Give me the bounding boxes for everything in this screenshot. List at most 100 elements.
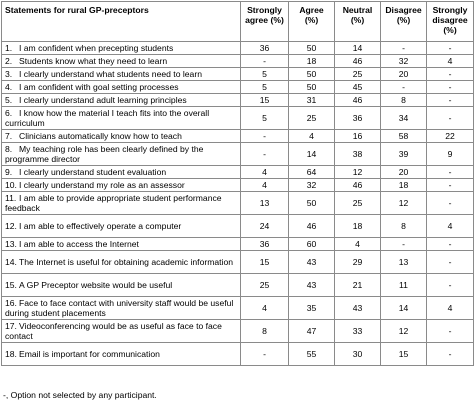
statement-number: 15. bbox=[5, 280, 17, 290]
disagree-cell: 18 bbox=[380, 178, 427, 192]
statement-number: 11. bbox=[5, 193, 17, 203]
disagree-cell: 20 bbox=[380, 165, 427, 179]
agree-cell: 60 bbox=[288, 237, 335, 251]
disagree-cell: 15 bbox=[380, 342, 427, 366]
statement-text: Clinicians automatically know how to tea… bbox=[19, 131, 182, 141]
statement-number: 14. bbox=[5, 257, 17, 267]
agree-cell: 50 bbox=[288, 41, 335, 55]
disagree-cell: 39 bbox=[380, 142, 427, 166]
table-row: 17. Videoconferencing would be as useful … bbox=[1, 319, 474, 343]
strongly-disagree-cell: 22 bbox=[426, 129, 474, 143]
strongly-disagree-cell: - bbox=[426, 237, 474, 251]
neutral-cell: 18 bbox=[334, 214, 381, 238]
strongly-agree-cell: 5 bbox=[240, 67, 289, 81]
strongly-agree-cell: - bbox=[240, 342, 289, 366]
strongly-agree-cell: 5 bbox=[240, 80, 289, 94]
neutral-cell: 46 bbox=[334, 54, 381, 68]
table-row: 14. The Internet is useful for obtaining … bbox=[1, 250, 474, 274]
statement-text: A GP Preceptor website would be useful bbox=[19, 280, 173, 290]
neutral-cell: 12 bbox=[334, 165, 381, 179]
strongly-agree-cell: 24 bbox=[240, 214, 289, 238]
disagree-cell: 12 bbox=[380, 191, 427, 215]
strongly-agree-cell: 13 bbox=[240, 191, 289, 215]
statement-cell: 13. I am able to access the Internet bbox=[1, 237, 241, 251]
statement-cell: 18. Email is important for communication bbox=[1, 342, 241, 366]
strongly-agree-cell: - bbox=[240, 129, 289, 143]
agree-cell: 50 bbox=[288, 67, 335, 81]
strongly-disagree-cell: - bbox=[426, 165, 474, 179]
statement-cell: 7. Clinicians automatically know how to t… bbox=[1, 129, 241, 143]
strongly-agree-cell: 8 bbox=[240, 319, 289, 343]
table-row: 6. I know how the material I teach fits i… bbox=[1, 106, 474, 130]
strongly-disagree-cell: - bbox=[426, 191, 474, 215]
statement-text: I am confident with goal setting process… bbox=[19, 82, 179, 92]
statement-number: 5. bbox=[5, 95, 13, 105]
table-row: 8. My teaching role has been clearly defi… bbox=[1, 142, 474, 166]
table-row: 15. A GP Preceptor website would be usefu… bbox=[1, 273, 474, 297]
agree-cell: 25 bbox=[288, 106, 335, 130]
statement-text: I clearly understand student evaluation bbox=[19, 167, 167, 177]
neutral-cell: 36 bbox=[334, 106, 381, 130]
disagree-cell: 32 bbox=[380, 54, 427, 68]
strongly-agree-cell: 5 bbox=[240, 106, 289, 130]
statement-text: Face to face contact with university sta… bbox=[5, 298, 234, 318]
statement-cell: 11. I am able to provide appropriate stud… bbox=[1, 191, 241, 215]
strongly-agree-cell: 4 bbox=[240, 296, 289, 320]
neutral-cell: 46 bbox=[334, 178, 381, 192]
neutral-cell: 43 bbox=[334, 296, 381, 320]
table-row: 3. I clearly understand what students nee… bbox=[1, 67, 474, 81]
neutral-cell: 25 bbox=[334, 67, 381, 81]
strongly-agree-cell: 15 bbox=[240, 250, 289, 274]
table-row: 12. I am able to effectively operate a co… bbox=[1, 214, 474, 238]
neutral-cell: 21 bbox=[334, 273, 381, 297]
statement-number: 18. bbox=[5, 349, 17, 359]
statement-number: 6. bbox=[5, 108, 13, 118]
statement-cell: 6. I know how the material I teach fits i… bbox=[1, 106, 241, 130]
statement-number: 2. bbox=[5, 56, 13, 66]
statement-text: I clearly understand adult learning prin… bbox=[19, 95, 187, 105]
statement-number: 16. bbox=[5, 298, 17, 308]
strongly-disagree-cell: 9 bbox=[426, 142, 474, 166]
statement-text: I clearly understand my role as an asses… bbox=[19, 180, 185, 190]
statement-cell: 17. Videoconferencing would be as useful … bbox=[1, 319, 241, 343]
statement-cell: 12. I am able to effectively operate a co… bbox=[1, 214, 241, 238]
statement-cell: 1. I am confident when precepting student… bbox=[1, 41, 241, 55]
agree-cell: 50 bbox=[288, 80, 335, 94]
agree-cell: 14 bbox=[288, 142, 335, 166]
header-disagree: Disagree (%) bbox=[380, 1, 427, 42]
disagree-cell: - bbox=[380, 80, 427, 94]
disagree-cell: 13 bbox=[380, 250, 427, 274]
table-row: 11. I am able to provide appropriate stud… bbox=[1, 191, 474, 215]
strongly-disagree-cell: - bbox=[426, 273, 474, 297]
strongly-agree-cell: 15 bbox=[240, 93, 289, 107]
statement-number: 3. bbox=[5, 69, 13, 79]
strongly-agree-cell: 4 bbox=[240, 165, 289, 179]
agree-cell: 31 bbox=[288, 93, 335, 107]
strongly-disagree-cell: - bbox=[426, 67, 474, 81]
statement-number: 9. bbox=[5, 167, 13, 177]
agree-cell: 43 bbox=[288, 273, 335, 297]
strongly-disagree-cell: 4 bbox=[426, 214, 474, 238]
disagree-cell: 58 bbox=[380, 129, 427, 143]
disagree-cell: - bbox=[380, 237, 427, 251]
agree-cell: 47 bbox=[288, 319, 335, 343]
agree-cell: 43 bbox=[288, 250, 335, 274]
strongly-disagree-cell: 4 bbox=[426, 296, 474, 320]
strongly-disagree-cell: - bbox=[426, 106, 474, 130]
statement-number: 4. bbox=[5, 82, 13, 92]
statement-cell: 14. The Internet is useful for obtaining … bbox=[1, 250, 241, 274]
statement-text: Students know what they need to learn bbox=[19, 56, 168, 66]
statement-cell: 16. Face to face contact with university … bbox=[1, 296, 241, 320]
statement-cell: 2. Students know what they need to learn bbox=[1, 54, 241, 68]
statement-cell: 5. I clearly understand adult learning pr… bbox=[1, 93, 241, 107]
table-row: 2. Students know what they need to learn -… bbox=[1, 54, 474, 68]
header-strongly-agree: Strongly agree (%) bbox=[240, 1, 289, 42]
table-row: 1. I am confident when precepting student… bbox=[1, 41, 474, 55]
footnote: -, Option not selected by any participan… bbox=[3, 390, 157, 400]
table-row: 10. I clearly understand my role as an as… bbox=[1, 178, 474, 192]
header-neutral: Neutral (%) bbox=[334, 1, 381, 42]
statement-number: 8. bbox=[5, 144, 13, 154]
agree-cell: 35 bbox=[288, 296, 335, 320]
table-row: 7. Clinicians automatically know how to t… bbox=[1, 129, 474, 143]
